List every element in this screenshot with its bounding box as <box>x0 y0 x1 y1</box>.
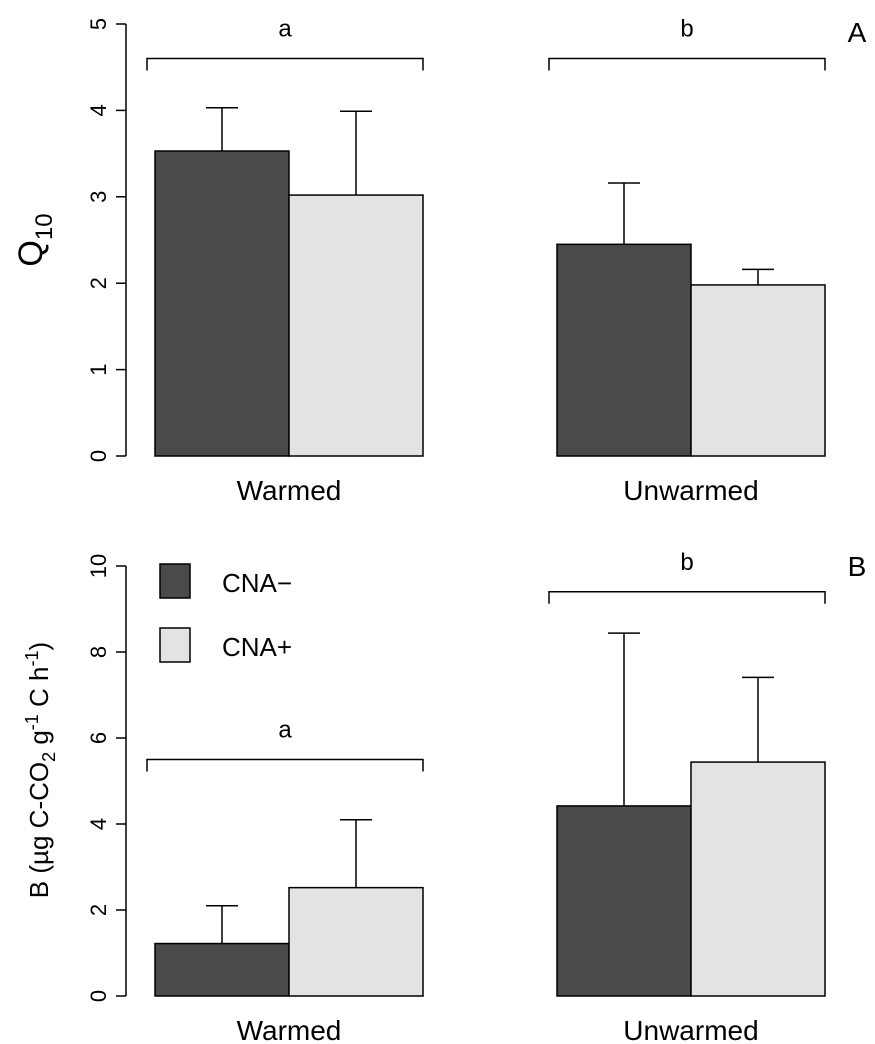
bar-cna-plus <box>288 886 424 997</box>
panel-label: A <box>848 17 867 48</box>
significance-bracket <box>146 57 424 71</box>
y-title-subscript: 2 <box>39 752 59 762</box>
panel-label: B <box>848 551 867 582</box>
group-label: Unwarmed <box>623 1015 758 1044</box>
y-title-mid: g <box>24 730 54 752</box>
y-axis-title: B (µg C-CO2 g-1 C h-1) <box>22 642 59 898</box>
significance-letter: a <box>278 16 292 43</box>
y-tick-label: 2 <box>86 904 111 916</box>
legend-label: CNA+ <box>222 632 292 662</box>
y-tick-label: 5 <box>86 18 111 30</box>
y-tick-label: 4 <box>86 104 111 116</box>
y-title-main: B (µg C-CO <box>24 762 54 898</box>
y-axis-title: Q10 <box>12 213 58 266</box>
legend-swatch <box>159 563 191 599</box>
group-label: Unwarmed <box>623 475 758 506</box>
y-tick-label: 2 <box>86 277 111 289</box>
y-tick-label: 10 <box>86 554 111 578</box>
bar-cna-plus <box>288 194 424 457</box>
bar-cna-minus <box>556 805 692 997</box>
y-tick-label: 4 <box>86 818 111 830</box>
y-title-main: Q <box>12 240 50 266</box>
y-title-subscript: 10 <box>31 213 58 240</box>
y-title-mid: C h <box>24 666 54 714</box>
significance-bracket <box>146 758 424 772</box>
y-title-end: ) <box>24 642 54 651</box>
panel-a: 0 1 2 3 4 5 Q10 A Warmed Unwarmed a b <box>12 16 867 506</box>
y-title-superscript: -1 <box>22 714 42 730</box>
y-tick-label: 0 <box>86 450 111 462</box>
bar-cna-minus <box>154 942 290 997</box>
legend-swatch <box>159 627 191 663</box>
bar-cna-plus <box>690 284 826 457</box>
significance-bracket <box>548 591 826 604</box>
bar-cna-minus <box>556 243 692 457</box>
significance-letter: b <box>680 16 693 43</box>
legend-label: CNA− <box>222 568 292 598</box>
bar-cna-plus <box>690 761 826 997</box>
y-tick-label: 3 <box>86 191 111 203</box>
bar-cna-minus <box>154 150 290 457</box>
significance-bracket <box>548 57 826 71</box>
significance-letter: a <box>278 717 292 744</box>
y-tick-label: 1 <box>86 363 111 375</box>
group-label: Warmed <box>237 475 342 506</box>
y-tick-label: 8 <box>86 646 111 658</box>
group-label: Warmed <box>237 1015 342 1044</box>
y-tick-label: 0 <box>86 990 111 1002</box>
y-tick-label: 6 <box>86 732 111 744</box>
significance-letter: b <box>680 549 693 576</box>
y-title-superscript: -1 <box>22 650 42 666</box>
